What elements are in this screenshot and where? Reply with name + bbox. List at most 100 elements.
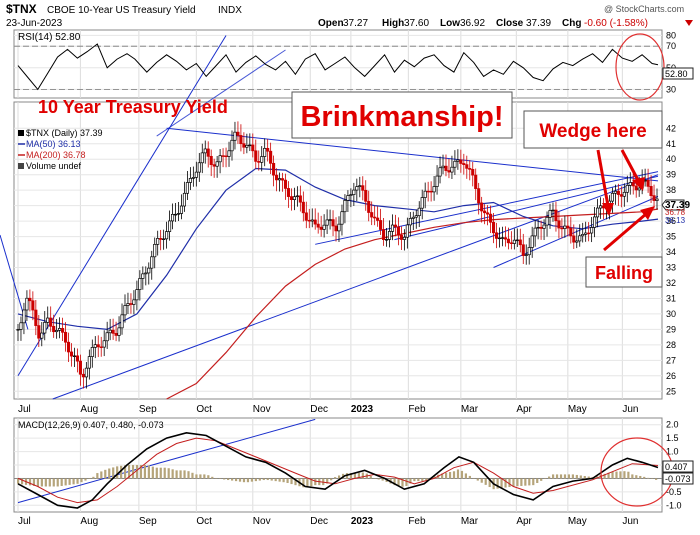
price-candle-body: [165, 231, 169, 240]
macd-histogram-bar: [254, 478, 257, 482]
rsi-highlight-circle: [615, 33, 665, 101]
macd-histogram-bar: [536, 478, 539, 483]
macd-histogram-bar: [104, 469, 107, 479]
macd-histogram-bar: [131, 465, 135, 479]
price-candle-body: [37, 325, 41, 339]
y-tick-label-price: 36: [666, 216, 676, 226]
macd-histogram-bar: [615, 471, 618, 479]
macd-histogram-bar: [80, 478, 83, 483]
macd-histogram-bar: [159, 467, 162, 479]
price-candle-body: [610, 192, 614, 202]
price-candle-body: [370, 212, 374, 218]
macd-histogram-bar: [290, 478, 293, 485]
macd-histogram-bar: [108, 468, 111, 479]
y-tick-label-price: 34: [666, 247, 676, 257]
y-tick-label-rsi: 80: [666, 30, 676, 40]
macd-histogram-bar: [215, 478, 218, 479]
macd-histogram-bar: [246, 478, 250, 483]
legend-ma50: MA(50) 36.13: [26, 139, 81, 149]
macd-histogram-bar: [441, 473, 444, 479]
price-candle-body: [613, 190, 617, 194]
price-candle-body: [625, 184, 629, 193]
macd-histogram-bar: [464, 473, 468, 479]
macd-histogram-bar: [405, 478, 408, 486]
macd-histogram-bar: [135, 465, 139, 479]
macd-histogram-bar: [456, 469, 460, 479]
price-candle-body: [215, 161, 219, 167]
price-candle-body: [331, 219, 335, 227]
symbol: $TNX: [6, 2, 37, 16]
macd-histogram-bar: [72, 478, 75, 485]
macd-hist-last-value: -0.073: [665, 474, 691, 484]
macd-histogram-bar: [559, 474, 563, 479]
macd-histogram-bar: [238, 478, 242, 482]
price-candle-body: [441, 165, 445, 169]
price-candle-body: [358, 185, 362, 187]
macd-histogram-bar: [619, 471, 622, 479]
wedge-inner-line: [394, 175, 659, 241]
price-candle-body: [432, 186, 436, 193]
macd-histogram-bar: [488, 478, 491, 488]
price-candle-body: [551, 209, 555, 212]
macd-last-box: [662, 460, 694, 473]
price-candle-body: [141, 273, 145, 279]
macd-histogram-bar: [20, 478, 24, 485]
open-label: Open: [318, 18, 344, 29]
price-candle-body: [52, 325, 56, 333]
price-candle-body: [316, 223, 320, 228]
macd-histogram-bar: [571, 474, 574, 479]
price-candle-body: [530, 235, 534, 248]
price-candle-body: [337, 223, 341, 232]
annotation-wedge: Wedge here: [539, 121, 646, 142]
price-candle-body: [649, 186, 653, 196]
y-tick-label-price: 30: [666, 309, 676, 319]
price-candle-body: [462, 163, 466, 165]
price-candle-body: [619, 194, 623, 197]
price-candle-body: [72, 355, 77, 357]
macd-histogram-bar: [337, 475, 341, 479]
price-candle-body: [66, 341, 71, 353]
price-candle-body: [364, 189, 368, 202]
price-candle-body: [426, 190, 430, 193]
x-tick-label: Aug: [80, 404, 98, 415]
price-candle-body: [322, 224, 326, 230]
macd-histogram-bar: [92, 476, 95, 479]
price-candle-body: [376, 217, 380, 221]
price-candle-body: [444, 165, 448, 171]
close-value: 37.39: [526, 18, 551, 29]
price-candle-body: [325, 219, 329, 226]
price-candle-body: [616, 190, 620, 195]
close-label: Close: [496, 18, 524, 29]
price-candle-body: [533, 227, 537, 237]
legend-price: $TNX (Daily) 37.39: [26, 128, 103, 138]
price-candle-body: [239, 135, 243, 145]
price-candle-body: [233, 131, 237, 141]
macd-histogram-bar: [151, 466, 154, 479]
macd-histogram-bar: [603, 473, 606, 479]
macd-histogram-bar: [500, 478, 503, 489]
price-candle-body: [509, 242, 513, 244]
price-candle-body: [593, 216, 597, 228]
price-candle-body: [518, 239, 522, 246]
macd-histogram-bar: [199, 474, 202, 479]
price-candle-body: [399, 234, 403, 240]
y-tick-label-rsi: 30: [666, 84, 676, 94]
arrow-wedge-left: [596, 149, 610, 207]
price-candle-body: [224, 155, 228, 158]
legend-volume: Volume undef: [26, 161, 82, 171]
macd-histogram-bar: [230, 478, 234, 481]
price-candle-body: [75, 355, 79, 362]
x-tick-label: Nov: [253, 404, 271, 415]
price-candle-body: [572, 235, 576, 243]
macd-histogram-bar: [401, 478, 404, 487]
price-candle-body: [628, 182, 632, 186]
price-candle-body: [90, 347, 94, 357]
macd-histogram-bar: [548, 476, 551, 479]
price-candle-body: [108, 329, 112, 334]
price-candle-body: [560, 227, 564, 230]
x-tick-label-macd: Mar: [461, 516, 479, 527]
macd-histogram-bar: [472, 478, 475, 479]
price-candle-body: [301, 201, 305, 214]
